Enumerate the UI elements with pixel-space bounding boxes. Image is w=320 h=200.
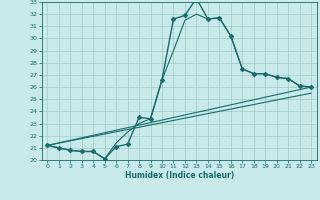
X-axis label: Humidex (Indice chaleur): Humidex (Indice chaleur) [124,171,234,180]
